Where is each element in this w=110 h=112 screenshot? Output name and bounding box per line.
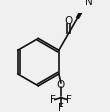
Text: O: O bbox=[64, 16, 73, 26]
Text: N: N bbox=[85, 0, 92, 7]
Text: F: F bbox=[66, 95, 72, 105]
Text: O: O bbox=[57, 80, 65, 90]
Text: F: F bbox=[58, 103, 64, 112]
Text: F: F bbox=[50, 95, 56, 105]
